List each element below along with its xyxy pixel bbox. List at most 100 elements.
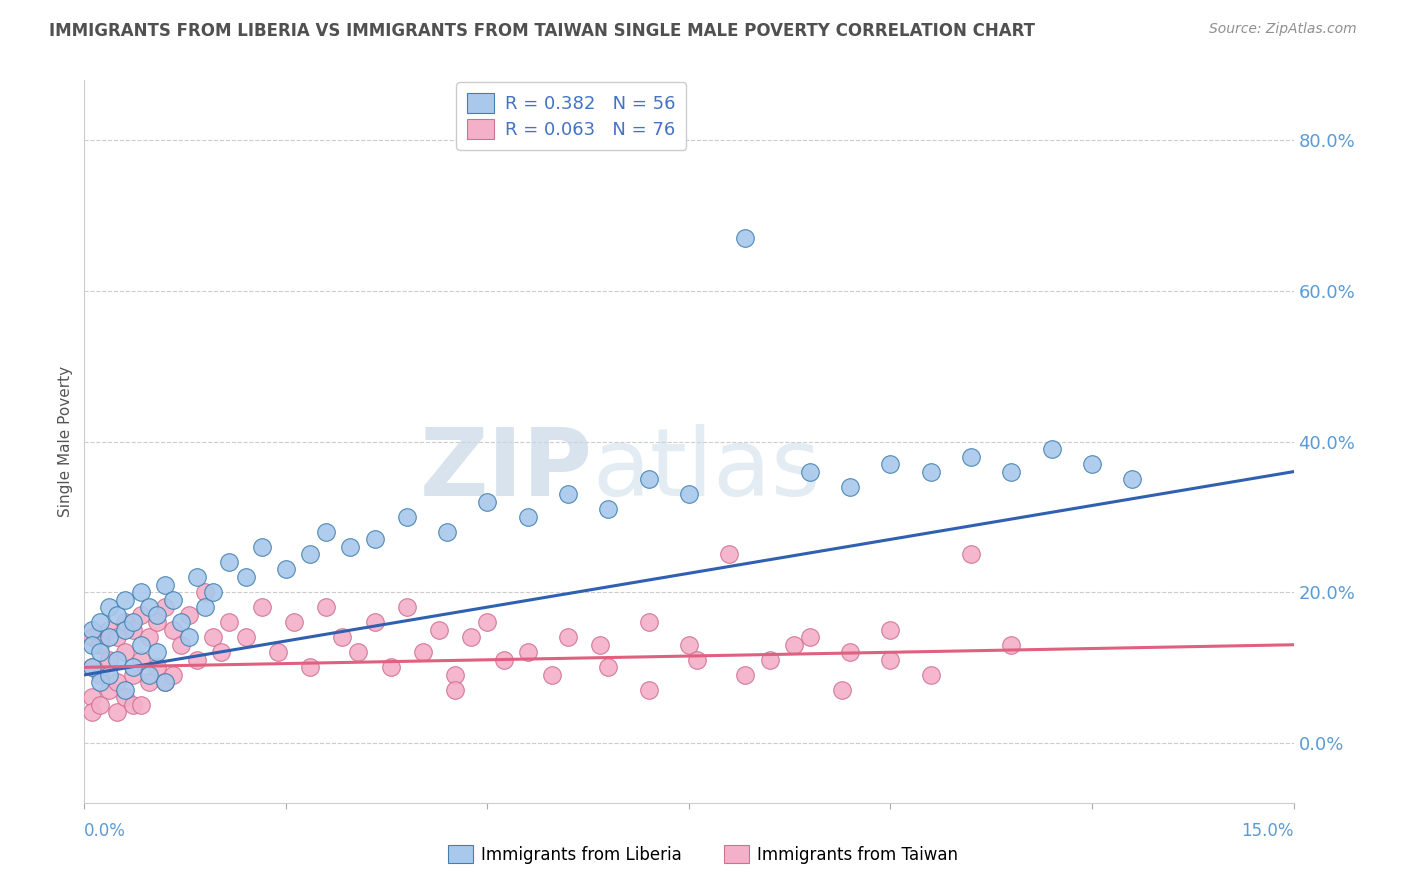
Y-axis label: Single Male Poverty: Single Male Poverty [58,366,73,517]
Point [557,487,579,501]
Point [758,653,780,667]
Point [427,623,450,637]
Point [920,465,942,479]
Point [129,698,152,712]
Point [436,524,458,539]
Point [89,638,111,652]
Point [315,524,337,539]
Point [330,630,353,644]
Text: IMMIGRANTS FROM LIBERIA VS IMMIGRANTS FROM TAIWAN SINGLE MALE POVERTY CORRELATIO: IMMIGRANTS FROM LIBERIA VS IMMIGRANTS FR… [49,22,1035,40]
Point [153,600,176,615]
Point [146,615,169,630]
Point [879,623,901,637]
Point [1000,638,1022,652]
Point [363,615,385,630]
Point [194,600,217,615]
Point [202,630,225,644]
Point [129,638,152,652]
Point [105,630,128,644]
Point [153,675,176,690]
Point [678,638,700,652]
Text: atlas: atlas [592,425,821,516]
Point [89,698,111,712]
Point [783,638,806,652]
Point [718,548,741,562]
Point [347,645,370,659]
Point [82,638,104,652]
Legend: Immigrants from Liberia, Immigrants from Taiwan: Immigrants from Liberia, Immigrants from… [441,838,965,871]
Point [138,600,160,615]
Point [960,450,983,464]
Point [162,592,184,607]
Point [105,706,128,720]
Point [138,675,160,690]
Point [557,630,579,644]
Point [105,653,128,667]
Point [516,645,538,659]
Point [82,630,104,644]
Point [186,570,208,584]
Point [1000,465,1022,479]
Point [299,660,322,674]
Point [162,623,184,637]
Point [492,653,515,667]
Point [121,660,143,674]
Point [734,668,756,682]
Point [799,630,821,644]
Point [89,615,111,630]
Point [839,480,862,494]
Point [209,645,232,659]
Point [114,645,136,659]
Point [129,607,152,622]
Point [146,607,169,622]
Point [1040,442,1063,456]
Point [412,645,434,659]
Point [186,653,208,667]
Point [380,660,402,674]
Point [121,623,143,637]
Point [598,660,620,674]
Point [82,623,104,637]
Point [637,682,659,697]
Point [105,607,128,622]
Point [146,660,169,674]
Point [516,509,538,524]
Point [114,682,136,697]
Point [202,585,225,599]
Point [589,638,612,652]
Point [97,600,120,615]
Point [315,600,337,615]
Point [339,540,361,554]
Point [831,682,853,697]
Point [97,682,120,697]
Point [218,615,240,630]
Point [129,585,152,599]
Point [129,653,152,667]
Point [363,533,385,547]
Point [82,660,104,674]
Point [194,585,217,599]
Point [179,630,201,644]
Point [179,607,201,622]
Point [89,645,111,659]
Point [105,675,128,690]
Point [235,630,257,644]
Point [121,615,143,630]
Point [114,623,136,637]
Point [879,457,901,471]
Legend: R = 0.382   N = 56, R = 0.063   N = 76: R = 0.382 N = 56, R = 0.063 N = 76 [456,82,686,150]
Point [637,472,659,486]
Point [146,645,169,659]
Point [477,494,499,508]
Point [444,682,467,697]
Point [250,600,273,615]
Point [637,615,659,630]
Point [138,630,160,644]
Point [250,540,273,554]
Point [97,623,120,637]
Point [170,638,193,652]
Point [879,653,901,667]
Point [395,509,418,524]
Point [218,555,240,569]
Point [97,653,120,667]
